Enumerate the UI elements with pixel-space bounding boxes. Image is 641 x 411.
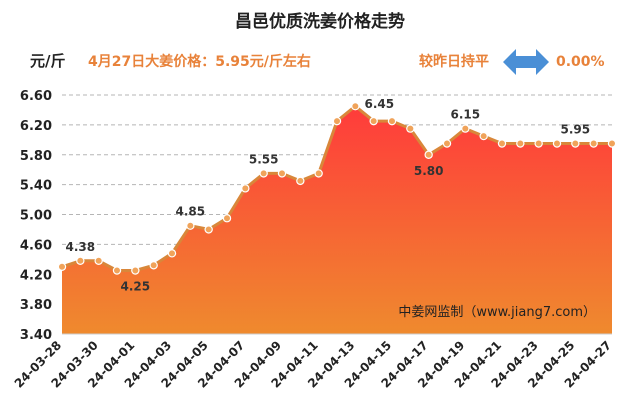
data-label: 5.95: [561, 123, 591, 137]
data-point: [112, 266, 122, 275]
data-points: [57, 102, 617, 275]
y-tick-label: 6.60: [20, 89, 52, 104]
data-point: [94, 256, 103, 266]
x-axis-ticks: 24-03-2824-03-3024-04-0124-04-0324-04-05…: [12, 338, 614, 390]
unit-label: 元/斤: [30, 52, 65, 70]
y-tick-label: 4.20: [20, 268, 52, 283]
y-tick-label: 6.20: [20, 119, 52, 134]
data-point: [607, 139, 617, 148]
data-point: [332, 116, 342, 126]
data-point: [222, 214, 232, 223]
data-point: [516, 139, 525, 148]
chart-title: 昌邑优质洗姜价格走势: [235, 11, 405, 32]
data-label: 6.45: [365, 97, 395, 111]
double-arrow-icon: [503, 49, 549, 75]
data-point: [369, 116, 378, 126]
data-point: [351, 102, 360, 111]
data-point: [589, 139, 598, 148]
data-point: [534, 139, 543, 148]
data-point: [167, 249, 177, 258]
compare-label: 较昨日持平: [419, 53, 489, 70]
data-label: 5.55: [249, 152, 279, 166]
data-label: 5.80: [414, 164, 444, 178]
y-tick-label: 3.80: [20, 298, 52, 313]
data-point: [259, 169, 268, 178]
data-point: [497, 139, 507, 148]
data-point: [571, 139, 580, 148]
y-tick-label: 3.40: [20, 328, 52, 343]
y-tick-label: 5.00: [20, 209, 52, 224]
y-tick-label: 4.60: [20, 238, 52, 253]
data-point: [387, 116, 397, 126]
data-point: [406, 124, 415, 133]
compare-value: 0.00%: [556, 54, 605, 70]
data-point: [552, 139, 562, 148]
data-label: 6.15: [451, 108, 481, 122]
data-point: [479, 131, 488, 141]
y-tick-label: 5.40: [20, 179, 52, 194]
data-point: [424, 150, 433, 159]
price-area: [62, 106, 612, 334]
data-point: [131, 266, 140, 275]
data-point: [461, 124, 470, 133]
data-point: [204, 225, 213, 234]
y-tick-label: 5.80: [20, 149, 52, 164]
y-axis-ticks: 3.40 3.80 4.20 4.60 5.00 5.40 5.80 6.20 6.60: [20, 89, 52, 343]
data-label: 4.38: [66, 240, 96, 254]
data-label: 4.85: [176, 205, 206, 219]
data-point: [186, 221, 195, 230]
data-point: [149, 261, 158, 270]
watermark: 中姜网监制（www.jiang7.com）: [398, 305, 596, 320]
data-point: [241, 184, 250, 193]
data-point: [277, 169, 287, 178]
data-point: [296, 176, 305, 186]
data-point: [57, 262, 67, 271]
data-point: [76, 256, 85, 266]
headline-price: 4月27日大姜价格：5.95元/斤左右: [88, 53, 311, 70]
data-point: [442, 139, 452, 148]
data-label: 4.25: [121, 280, 151, 294]
data-point: [314, 169, 323, 178]
data-labels: 4.38 4.25 4.85 5.55 6.45 5.80 6.15 5.95: [66, 97, 591, 293]
